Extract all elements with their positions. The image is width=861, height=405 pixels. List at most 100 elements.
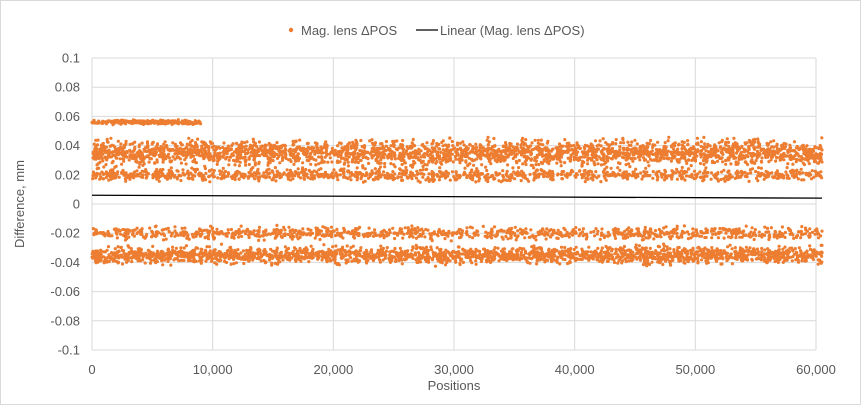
data-point	[431, 160, 435, 164]
data-point	[412, 228, 416, 232]
data-point	[120, 162, 124, 166]
data-point	[791, 233, 795, 237]
data-point	[221, 166, 225, 170]
data-point	[550, 157, 554, 161]
data-point	[441, 171, 445, 175]
data-point	[101, 121, 105, 125]
data-point	[325, 230, 329, 234]
data-point	[167, 120, 172, 124]
data-point	[702, 152, 706, 156]
data-point	[427, 172, 431, 176]
data-point	[291, 177, 295, 181]
data-point	[616, 230, 620, 234]
data-point	[240, 234, 244, 238]
data-point	[213, 151, 217, 155]
data-point	[252, 158, 256, 162]
data-point	[301, 166, 305, 170]
data-point	[453, 231, 457, 235]
data-point	[116, 139, 120, 143]
data-point	[343, 161, 347, 165]
data-point	[275, 152, 279, 156]
data-point	[168, 147, 172, 151]
data-point	[693, 156, 697, 160]
data-point	[370, 156, 374, 160]
data-point	[275, 141, 279, 145]
data-point	[423, 162, 427, 167]
data-point	[580, 230, 585, 234]
data-point	[483, 234, 487, 238]
data-point	[435, 174, 440, 178]
data-point	[562, 170, 566, 174]
data-point	[621, 236, 626, 240]
data-point	[592, 146, 596, 150]
data-point	[237, 146, 241, 150]
data-point	[652, 237, 656, 241]
data-point	[545, 172, 549, 176]
data-point	[317, 155, 321, 159]
data-point	[719, 230, 723, 234]
data-point	[506, 163, 510, 167]
data-point	[586, 177, 590, 181]
data-point	[362, 151, 366, 155]
data-point	[346, 147, 350, 151]
data-point	[351, 157, 355, 161]
data-point	[205, 153, 209, 157]
data-point	[799, 236, 803, 240]
data-point	[104, 175, 108, 180]
data-point	[318, 237, 322, 242]
data-point	[699, 155, 703, 159]
data-point	[722, 236, 726, 240]
data-point	[744, 233, 748, 237]
data-point	[361, 155, 365, 160]
data-point	[104, 145, 109, 149]
data-point	[128, 119, 132, 123]
data-point	[226, 228, 230, 232]
data-point	[161, 120, 165, 124]
data-point	[359, 177, 363, 181]
data-point	[277, 231, 281, 236]
data-point	[352, 151, 357, 155]
data-point	[212, 144, 216, 148]
data-point	[298, 235, 302, 239]
data-point	[435, 153, 439, 157]
data-point	[109, 119, 113, 123]
data-point	[758, 145, 762, 149]
data-point	[93, 146, 97, 150]
data-point	[239, 224, 243, 228]
data-point	[257, 160, 261, 164]
data-point	[232, 173, 236, 177]
data-point	[660, 175, 664, 179]
data-point	[383, 165, 387, 169]
data-point	[179, 233, 183, 237]
data-point	[385, 174, 389, 178]
data-point	[751, 142, 755, 147]
data-point	[395, 139, 399, 143]
data-point	[376, 177, 380, 181]
data-point	[807, 154, 811, 158]
data-point	[246, 176, 250, 180]
data-point	[287, 225, 291, 229]
data-point	[789, 146, 793, 150]
data-point	[376, 152, 380, 156]
data-point	[646, 160, 650, 164]
data-point	[786, 226, 791, 230]
data-point	[644, 166, 648, 170]
data-point	[710, 236, 714, 240]
data-point	[672, 147, 676, 151]
data-point	[237, 150, 241, 154]
data-point	[606, 234, 610, 238]
data-point	[551, 178, 555, 182]
data-point	[643, 158, 648, 162]
data-point	[114, 175, 118, 179]
data-point	[679, 233, 683, 237]
data-point	[306, 227, 310, 231]
data-point	[110, 171, 114, 175]
data-point	[629, 143, 633, 147]
data-point	[516, 170, 520, 174]
data-point	[283, 228, 287, 232]
data-point	[713, 175, 717, 179]
data-point	[148, 157, 153, 161]
data-point	[498, 229, 502, 233]
data-point	[699, 149, 703, 153]
